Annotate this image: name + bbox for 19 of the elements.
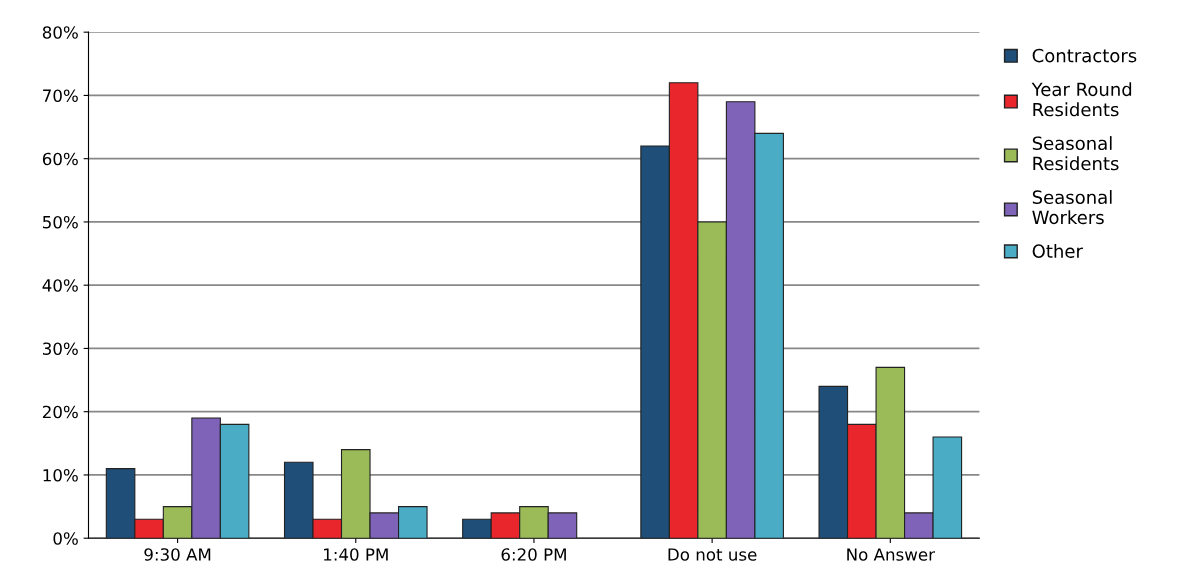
y-tick-label: 0%	[53, 532, 78, 545]
y-tick-label: 20%	[42, 405, 78, 419]
y-tick-label: 30%	[43, 342, 78, 356]
legend-label: Seasonal Workers	[1032, 190, 1112, 225]
x-tick-label: 6:20 PM	[501, 548, 566, 561]
legend-label: Seasonal Residents	[1032, 136, 1119, 171]
y-tick-label: 70%	[43, 89, 78, 102]
x-tick-label: 9:30 AM	[144, 548, 211, 561]
y-tick-label: 50%	[43, 215, 78, 229]
x-tick-label: Do not use	[668, 548, 757, 561]
y-tick-label: 40%	[42, 279, 78, 292]
y-tick-label: 60%	[42, 152, 78, 166]
x-tick-label: 1:40 PM	[324, 548, 388, 561]
legend-label: Year Round Residents	[1031, 82, 1132, 117]
y-tick-label: 80%	[42, 26, 78, 39]
y-tick-label: 10%	[43, 468, 78, 482]
legend-label: Other	[1032, 243, 1083, 258]
x-tick-label: No Answer	[847, 548, 935, 561]
legend-label: Contractors	[1032, 48, 1137, 63]
